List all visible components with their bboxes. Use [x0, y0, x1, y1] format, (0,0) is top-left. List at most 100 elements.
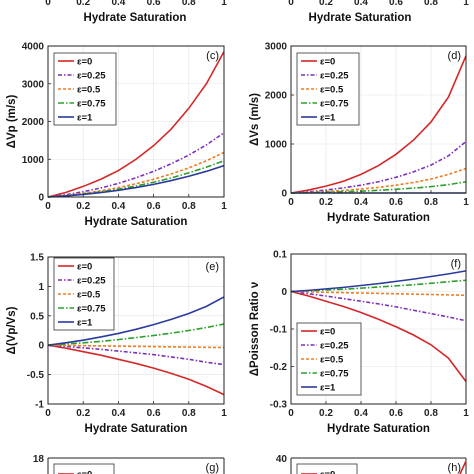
- x-tick-label: 0.6: [147, 201, 161, 212]
- legend: ε=0 ε=0.25 ε=0.5 ε=0.75 ε=1: [53, 257, 115, 331]
- top-xlabel-right: Hydrate Saturation: [309, 12, 412, 24]
- series-line-1: [47, 344, 225, 366]
- series-line-0: [47, 344, 225, 396]
- y-tick-label: 4000: [22, 42, 45, 53]
- legend-entry: ε=0.75: [320, 369, 349, 380]
- x-tick-label: 0.4: [111, 201, 125, 212]
- x-tick-label: 0.2: [76, 408, 90, 419]
- series-line-2: [47, 151, 225, 198]
- y-tick-label: 1: [38, 282, 44, 293]
- top-strip: 0 0.2 0.4 0.6 0.8 1 0 0.2 0.4 0.6 0.8 1 Hydrate Sa…: [45, 0, 469, 24]
- legend-box: [296, 463, 358, 474]
- y-tick-label: 1.5: [30, 253, 44, 264]
- panel-g: 18 (g) ε=0: [33, 454, 225, 474]
- panel-d: 0 0.2 0.4 0.6 0.8 1 0 1000 2000 3000 Hydrate Satur…: [249, 42, 469, 225]
- y-tick-label: 0.1: [273, 250, 287, 261]
- top-x-tick-label: 0.6: [147, 0, 161, 8]
- x-tick-label: 0.6: [389, 197, 403, 208]
- legend-entry: ε=0.75: [77, 99, 106, 110]
- series-line-1: [290, 290, 467, 322]
- y-tick-label: 40: [276, 454, 288, 465]
- legend-entry: ε=0.75: [320, 99, 349, 110]
- y-tick-label: -0.2: [270, 362, 288, 373]
- legend-entry: ε=0.5: [320, 355, 344, 366]
- ticks: 0 0.2 0.4 0.6 0.8 1 -0.3 -0.2 -0.1 0 0.1: [270, 250, 469, 420]
- axes-frame: [47, 256, 225, 405]
- legend-entry: ε=0.25: [320, 71, 349, 82]
- x-axis-label: Hydrate Saturation: [85, 216, 188, 228]
- series-line-4: [47, 164, 225, 198]
- x-tick-label: 0.6: [389, 408, 403, 419]
- top-x-tick-label: 0.6: [389, 0, 403, 8]
- top-x-tick-label: 0: [288, 0, 294, 8]
- legend-entry: ε=1: [77, 318, 93, 329]
- legend-entry: ε=1: [320, 113, 336, 124]
- legend-entry: ε=0: [77, 470, 92, 474]
- y-tick-label: -0.1: [270, 325, 288, 336]
- x-tick-label: 0.8: [182, 201, 196, 212]
- x-tick-label: 0: [288, 408, 294, 419]
- series-line-2: [290, 167, 467, 194]
- legend-entry: ε=1: [320, 383, 336, 394]
- x-axis-label: Hydrate Saturation: [327, 212, 430, 224]
- top-x-tick-label: 0.8: [182, 0, 196, 8]
- y-tick-label: 2000: [22, 117, 45, 128]
- x-tick-label: 0.8: [424, 197, 438, 208]
- legend: ε=0 ε=0.25 ε=0.5 ε=0.75 ε=1: [53, 52, 117, 126]
- top-x-tick-label: 0.4: [111, 0, 125, 8]
- series-line-3: [47, 160, 225, 198]
- y-tick-label: -1: [35, 400, 44, 411]
- legend-entry: ε=0: [320, 57, 335, 68]
- y-tick-label: 1000: [22, 155, 45, 166]
- series-line-3: [290, 180, 467, 194]
- y-tick-label: 0: [281, 189, 287, 200]
- legend-entry: ε=1: [77, 113, 93, 124]
- ticks: 0 0.2 0.4 0.6 0.8 1 -1 -0.5 0 0.5 1 1.5: [27, 253, 227, 420]
- y-axis-label: ΔVs (m/s): [249, 93, 261, 146]
- x-axis-label: Hydrate Saturation: [327, 423, 430, 435]
- y-tick-label: 3000: [22, 79, 45, 90]
- series-line-0: [47, 51, 225, 198]
- y-tick-label: 18: [33, 454, 45, 465]
- y-axis-label: Δ(Vp/Vs): [6, 306, 18, 354]
- top-x-tick-label: 0.2: [76, 0, 90, 8]
- legend-entry: ε=0.25: [320, 341, 349, 352]
- x-tick-label: 0.4: [354, 408, 368, 419]
- top-x-ticks-left: 0 0.2 0.4 0.6 0.8 1: [45, 0, 227, 8]
- series-line-1: [47, 132, 225, 198]
- top-xlabel-left: Hydrate Saturation: [84, 12, 187, 24]
- legend-entry: ε=0: [320, 327, 335, 338]
- series-group: [290, 270, 467, 382]
- panel-label: (f): [451, 258, 461, 270]
- y-tick-label: 1000: [265, 140, 288, 151]
- x-tick-label: 0.4: [111, 408, 125, 419]
- x-tick-label: 0.2: [319, 197, 333, 208]
- top-x-tick-label: 1: [463, 0, 469, 8]
- ticks: 0 0.2 0.4 0.6 0.8 1 0 1000 2000 3000 4000: [22, 42, 227, 213]
- panel-h: 40 (h) ε=0: [276, 454, 467, 474]
- series-group: [47, 296, 225, 396]
- y-tick-label: 3000: [265, 42, 288, 53]
- panel-c: 0 0.2 0.4 0.6 0.8 1 0 1000 2000 3000 4000 Hydrate S…: [6, 42, 227, 229]
- series-line-2: [290, 290, 467, 297]
- x-tick-label: 1: [463, 408, 469, 419]
- top-x-ticks-right: 0 0.2 0.4 0.6 0.8 1: [288, 0, 469, 8]
- x-tick-label: 0.8: [182, 408, 196, 419]
- y-tick-label: -0.5: [27, 370, 45, 381]
- series-line-3: [290, 279, 467, 293]
- panel-label: (e): [206, 261, 219, 273]
- series-line-0: [290, 55, 467, 194]
- y-tick-label: 0: [38, 341, 44, 352]
- axes-frame: [290, 45, 467, 194]
- x-tick-label: 1: [221, 201, 227, 212]
- x-tick-label: 0.6: [147, 408, 161, 419]
- legend-entry: ε=0.5: [77, 290, 101, 301]
- top-x-tick-label: 0.2: [319, 0, 333, 8]
- x-tick-label: 0: [45, 201, 51, 212]
- series-line-4: [290, 270, 467, 293]
- legend-entry: ε=0: [320, 470, 335, 474]
- series-line-2: [47, 344, 225, 349]
- panel-label: (c): [206, 50, 219, 62]
- y-tick-label: 0: [281, 287, 287, 298]
